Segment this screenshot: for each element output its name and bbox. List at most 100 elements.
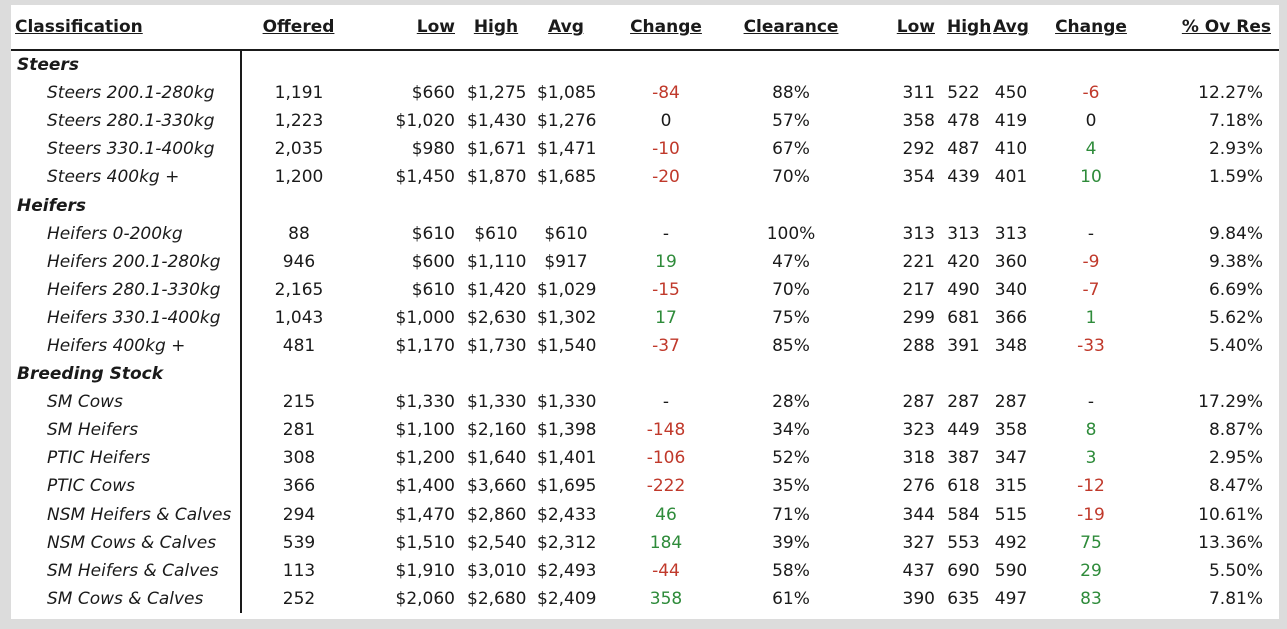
header-high[interactable]: High <box>461 5 531 51</box>
table-row: Steers 330.1-400kg 2,035 $980 $1,671 $1,471 -… <box>11 135 1279 164</box>
cell-avg-price: $1,029 <box>537 279 597 300</box>
header-high-cents[interactable]: High <box>941 5 991 51</box>
cell-low-cents: 288 <box>902 335 935 356</box>
cell-low-cents: 358 <box>902 111 935 132</box>
header-offered[interactable]: Offered <box>241 5 356 51</box>
cell-change: 17 <box>655 307 677 328</box>
cell-clearance: 57% <box>772 111 810 132</box>
cell-offered: 215 <box>282 392 316 413</box>
cell-classification: Heifers 400kg + <box>11 331 242 361</box>
cell-low-cents: 318 <box>902 448 935 469</box>
cell-change-cents: - <box>1087 392 1095 413</box>
cell-high-price: $3,660 <box>467 476 527 497</box>
table-row: Heifers 400kg + 481 $1,170 $1,730 $1,540 -37 8… <box>11 331 1279 361</box>
cell-avg-price: $1,401 <box>537 448 597 469</box>
cell-low-cents: 276 <box>902 476 935 497</box>
cell-clearance: 70% <box>772 167 810 188</box>
cell-low-price: $610 <box>411 223 455 244</box>
cell-change: -20 <box>652 167 680 188</box>
cell-change-cents: 0 <box>1085 111 1097 132</box>
cell-avg-cents: 450 <box>994 83 1028 104</box>
cell-offered: 113 <box>282 560 316 581</box>
cell-avg-price: $1,330 <box>537 392 597 413</box>
cell-classification: Steers 400kg + <box>11 163 242 192</box>
cell-over-reserve: 9.38% <box>1208 251 1263 272</box>
header-low[interactable]: Low <box>356 5 461 51</box>
cell-change-cents: -7 <box>1082 279 1100 300</box>
cell-over-reserve: 7.81% <box>1208 588 1263 609</box>
header-avg-cents[interactable]: Avg <box>986 5 1036 51</box>
cell-avg-price: $1,685 <box>537 167 597 188</box>
cell-over-reserve: 6.69% <box>1208 279 1263 300</box>
cell-change-cents: 83 <box>1080 588 1102 609</box>
cell-offered: 252 <box>282 588 316 609</box>
cell-offered: 366 <box>282 476 316 497</box>
cell-low-price: $1,470 <box>395 504 455 525</box>
cell-high-cents: 387 <box>947 448 980 469</box>
cell-change: -84 <box>652 83 680 104</box>
cell-high-cents: 487 <box>947 139 980 160</box>
cell-clearance: 34% <box>772 420 810 441</box>
cell-low-price: $600 <box>411 251 455 272</box>
cell-classification: NSM Cows & Calves <box>11 528 242 557</box>
table-row: NSM Heifers & Calves 294 $1,470 $2,860 $2,43… <box>11 500 1279 529</box>
header-over-reserve[interactable]: % Ov Res <box>1146 5 1279 51</box>
cell-high-cents: 618 <box>947 476 980 497</box>
cell-high-price: $1,671 <box>467 139 527 160</box>
cell-high-price: $2,540 <box>467 532 527 553</box>
cell-low-price: $1,020 <box>395 111 455 132</box>
cell-low-cents: 323 <box>902 420 935 441</box>
cell-low-cents: 313 <box>902 223 935 244</box>
table-row: NSM Cows & Calves 539 $1,510 $2,540 $2,312 18… <box>11 528 1279 557</box>
cell-avg-cents: 366 <box>994 307 1028 328</box>
cell-offered: 1,223 <box>274 111 324 132</box>
cell-offered: 281 <box>282 420 316 441</box>
cell-high-cents: 391 <box>947 335 980 356</box>
cell-change-cents: 10 <box>1080 167 1102 188</box>
header-change-cents[interactable]: Change <box>1036 5 1146 51</box>
cell-change: 46 <box>655 504 677 525</box>
table-row: SM Heifers 281 $1,100 $2,160 $1,398 -148 34% 32… <box>11 416 1279 445</box>
header-clearance[interactable]: Clearance <box>731 5 851 51</box>
table-row: SM Cows & Calves 252 $2,060 $2,680 $2,409 358… <box>11 584 1279 613</box>
cell-change: - <box>662 223 670 244</box>
cell-high-price: $1,110 <box>467 251 527 272</box>
table-row: PTIC Cows 366 $1,400 $3,660 $1,695 -222 35% 276… <box>11 472 1279 501</box>
cell-change-cents: 1 <box>1085 307 1097 328</box>
header-classification[interactable]: Classification <box>11 5 241 51</box>
cell-over-reserve: 5.62% <box>1208 307 1263 328</box>
table-row: Heifers 0-200kg 88 $610 $610 $610 - 100% 313 313… <box>11 219 1279 248</box>
cell-low-price: $660 <box>411 83 455 104</box>
cell-low-price: $1,450 <box>395 167 455 188</box>
cell-low-price: $1,170 <box>395 335 455 356</box>
cell-change: 184 <box>649 532 683 553</box>
header-change[interactable]: Change <box>601 5 731 51</box>
cell-change: -148 <box>646 420 686 441</box>
cell-low-cents: 221 <box>902 251 935 272</box>
cell-change: 358 <box>649 588 683 609</box>
cell-low-price: $980 <box>411 139 455 160</box>
header-avg[interactable]: Avg <box>531 5 601 51</box>
table-row: Heifers 200.1-280kg 946 $600 $1,110 $917 19 47… <box>11 247 1279 276</box>
cell-clearance: 39% <box>772 532 810 553</box>
cell-change: -15 <box>652 279 680 300</box>
cell-over-reserve: 7.18% <box>1208 111 1263 132</box>
cell-avg-price: $1,695 <box>537 476 597 497</box>
sale-results-table: Classification Offered Low High Avg Chan… <box>11 5 1279 613</box>
cell-classification: SM Heifers <box>11 416 242 445</box>
cell-change-cents: 4 <box>1085 139 1097 160</box>
cell-clearance: 35% <box>772 476 810 497</box>
table-row: Steers 400kg + 1,200 $1,450 $1,870 $1,685 -20… <box>11 163 1279 192</box>
cell-avg-cents: 347 <box>994 448 1028 469</box>
cell-avg-price: $1,085 <box>537 83 597 104</box>
header-low-cents[interactable]: Low <box>851 5 941 51</box>
cell-clearance: 100% <box>766 223 816 244</box>
cell-avg-cents: 340 <box>994 279 1028 300</box>
cell-classification: Heifers 0-200kg <box>11 219 242 248</box>
cell-change: -10 <box>652 139 680 160</box>
cell-classification: Steers 280.1-330kg <box>11 107 242 136</box>
group-label: Steers <box>11 50 242 80</box>
cell-avg-cents: 358 <box>994 420 1028 441</box>
group-row: Steers <box>11 50 1279 80</box>
cell-high-price: $2,630 <box>467 307 527 328</box>
